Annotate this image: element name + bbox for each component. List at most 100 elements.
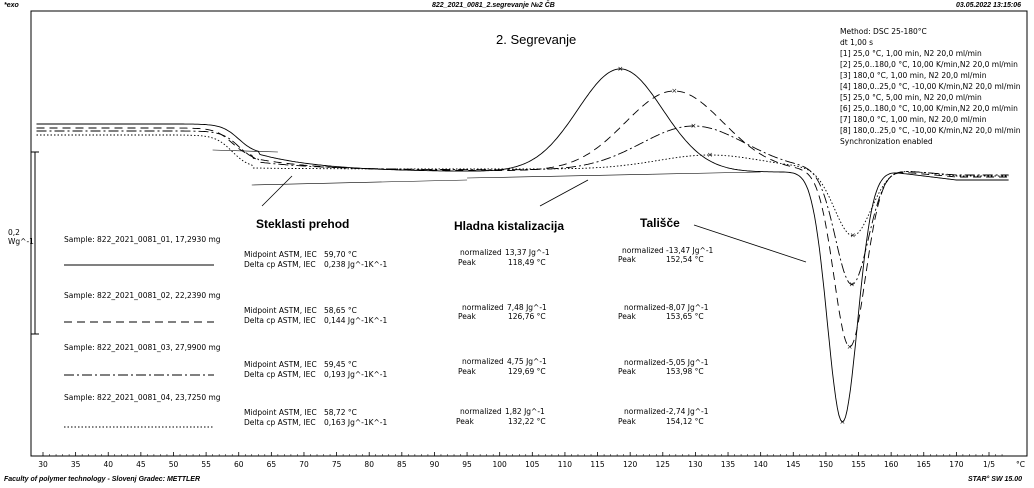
- sample-3-name: Sample: 822_2021_0081_03, 27,9900 mg: [64, 343, 221, 352]
- sample-4-cold-peak: 132,22 °C: [508, 417, 546, 426]
- sample-1-cold-norm-label: normalized: [460, 248, 502, 257]
- x-tick-label: 50: [169, 460, 179, 469]
- x-tick-label: 135: [721, 460, 736, 469]
- sample-2-melt-peak: 153,65 °C: [666, 312, 704, 321]
- method-sync: Synchronization enabled: [840, 137, 933, 146]
- y-scale-unit: Wg^-1: [8, 237, 34, 246]
- melt-peak-marker-1: ×: [840, 418, 846, 426]
- sample-2-melt-norm: -8,07 Jg^-1: [666, 303, 709, 312]
- x-tick-label: 120: [623, 460, 638, 469]
- sample-4-cold-norm: 1,82 Jg^-1: [505, 407, 545, 416]
- sample-1-block: Sample: 822_2021_0081_01, 17,2930 mg Mid…: [64, 235, 714, 269]
- sample-3-melt-norm-label: normalized: [624, 358, 666, 367]
- sample-1-cold-peak-label: Peak: [458, 258, 476, 267]
- x-tick-label: 140: [753, 460, 768, 469]
- x-axis-unit: °C: [1016, 460, 1025, 469]
- x-axis: 30 35 40 45 50 55 60 65 70 75 80 85 90 95 100 105 110 115…: [38, 452, 1003, 469]
- curve-sample-2: [36, 90, 1009, 348]
- sample-4-melt-norm: -2,74 Jg^-1: [666, 407, 709, 416]
- x-tick-label: 70: [299, 460, 309, 469]
- plot-frame: [30, 10, 1028, 457]
- sample-4-block: Sample: 822_2021_0081_04, 23,7250 mg Mid…: [64, 393, 709, 428]
- sample-2-midpoint-label: Midpoint ASTM, IEC: [244, 306, 317, 315]
- curve-group: [36, 68, 1009, 423]
- sample-3-block: Sample: 822_2021_0081_03, 27,9900 mg Mid…: [64, 343, 709, 379]
- sample-1-delta-label: Delta cp ASTM, IEC: [244, 260, 316, 269]
- sample-3-melt-norm: -5,05 Jg^-1: [666, 358, 709, 367]
- melt-peak-marker-3: ×: [849, 281, 855, 289]
- y-scale-bar: [31, 151, 39, 335]
- method-step-6: [6] 25,0..180,0 °C, 10,00 K/min,N2 20,0 …: [840, 104, 1018, 113]
- method-dt: dt 1,00 s: [840, 38, 873, 47]
- method-step-3: [3] 180,0 °C, 1,00 min, N2 20,0 ml/min: [840, 71, 987, 80]
- arrow-glass: [261, 175, 293, 207]
- sample-2-melt-peak-label: Peak: [618, 312, 636, 321]
- method-step-7: [7] 180,0 °C, 1,00 min, N2 20,0 ml/min: [840, 115, 987, 124]
- sample-1-melt-peak: 152,54 °C: [666, 255, 704, 264]
- peak-marker-group: × × × × × × × ×: [617, 65, 855, 426]
- sample-4-midpoint: 58,72 °C: [324, 408, 357, 417]
- sample-2-melt-norm-label: normalized: [624, 303, 666, 312]
- sample-4-cold-norm-label: normalized: [460, 407, 502, 416]
- sample-1-midpoint: 59,70 °C: [324, 250, 357, 259]
- method-step-1: [1] 25,0 °C, 1,00 min, N2 20,0 ml/min: [840, 49, 982, 58]
- x-tick-label: 145: [786, 460, 801, 469]
- sample-3-cold-norm: 4,75 Jg^-1: [507, 357, 547, 366]
- sample-3-cold-peak: 129,69 °C: [508, 367, 546, 376]
- sample-2-block: Sample: 822_2021_0081_02, 22,2390 mg Mid…: [64, 291, 709, 325]
- sample-2-cold-peak: 126,76 °C: [508, 312, 546, 321]
- x-tick-label: 115: [590, 460, 605, 469]
- x-tick-label: 95: [462, 460, 472, 469]
- sample-3-cold-norm-label: normalized: [462, 357, 504, 366]
- header-left: *exo: [4, 2, 19, 9]
- melt-peak-marker-4: ×: [850, 232, 856, 240]
- sample-1-name: Sample: 822_2021_0081_01, 17,2930 mg: [64, 235, 221, 244]
- x-tick-label: 165: [917, 460, 932, 469]
- sample-4-melt-peak-label: Peak: [618, 417, 636, 426]
- cold-peak-marker-4: ×: [707, 151, 713, 159]
- footer-left: Faculty of polymer technology - Slovenj …: [4, 476, 201, 483]
- melt-peak-marker-2: ×: [847, 343, 853, 351]
- sample-3-cold-peak-label: Peak: [458, 367, 476, 376]
- footer-right: STAR° SW 15.00: [968, 476, 1023, 483]
- arrow-cold: [539, 179, 589, 207]
- cold-peak-marker-2: ×: [671, 87, 677, 95]
- x-tick-label: 75: [332, 460, 342, 469]
- sample-1-midpoint-label: Midpoint ASTM, IEC: [244, 250, 317, 259]
- method-step-4: [4] 180,0..25,0 °C, -10,00 K/min,N2 20,0…: [840, 82, 1021, 91]
- x-tick-label: 105: [525, 460, 540, 469]
- method-title: Method: DSC 25-180°C: [840, 27, 927, 36]
- sample-1-melt-norm-label: normalized: [622, 246, 664, 255]
- chart-title: 2. Segrevanje: [496, 32, 576, 47]
- sample-3-melt-peak: 153,98 °C: [666, 367, 704, 376]
- sample-1-delta: 0,238 Jg^-1K^-1: [324, 260, 387, 269]
- sample-2-cold-peak-label: Peak: [458, 312, 476, 321]
- method-step-5: [5] 25,0 °C, 5,00 min, N2 20,0 ml/min: [840, 93, 982, 102]
- annotation-arrows: [261, 175, 807, 263]
- sample-4-melt-norm-label: normalized: [624, 407, 666, 416]
- sample-2-cold-norm-label: normalized: [462, 303, 504, 312]
- annotation-cold-crystallization: Hladna kistalizacija: [454, 219, 564, 233]
- cold-peak-marker-1: ×: [617, 65, 623, 73]
- sample-2-delta-label: Delta cp ASTM, IEC: [244, 316, 316, 325]
- x-tick-label: 110: [558, 460, 573, 469]
- annotation-melting: Tališče: [640, 216, 680, 230]
- sample-1-melt-peak-label: Peak: [618, 255, 636, 264]
- sample-2-delta: 0,144 Jg^-1K^-1: [324, 316, 387, 325]
- sample-4-cold-peak-label: Peak: [456, 417, 474, 426]
- x-tick-label: 60: [234, 460, 244, 469]
- sample-1-melt-norm: -13,47 Jg^-1: [666, 246, 714, 255]
- curve-sample-4: [36, 134, 1009, 237]
- x-tick-label: 160: [884, 460, 899, 469]
- method-step-8: [8] 180,0..25,0 °C, -10,00 K/min,N2 20,0…: [840, 126, 1021, 135]
- curve-sample-1: [36, 68, 1009, 423]
- method-box: Method: DSC 25-180°C dt 1,00 s [1] 25,0 …: [840, 27, 1021, 146]
- arrow-melt: [693, 224, 807, 263]
- x-tick-label: 1/5: [983, 460, 995, 469]
- sample-4-midpoint-label: Midpoint ASTM, IEC: [244, 408, 317, 417]
- x-tick-label: 170: [949, 460, 964, 469]
- x-tick-label: 100: [493, 460, 508, 469]
- x-tick-label: 155: [851, 460, 866, 469]
- x-tick-label: 65: [267, 460, 277, 469]
